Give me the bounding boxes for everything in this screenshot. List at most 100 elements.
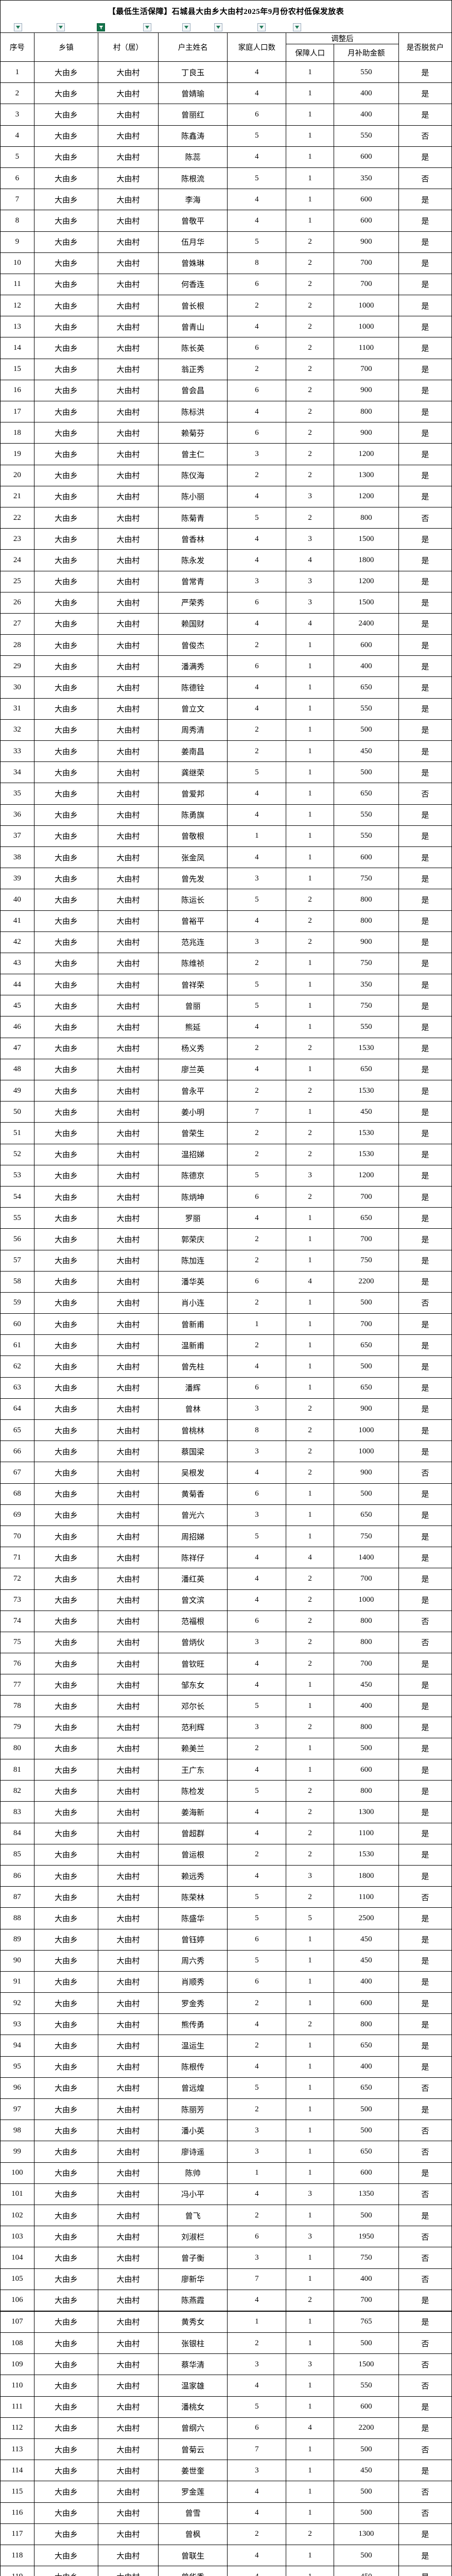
cell-covered-people: 1 [286,189,334,211]
cell-covered-people: 1 [286,2077,334,2099]
cell-poverty-exit: 是 [398,2460,452,2482]
cell-village: 大由村 [98,2438,159,2461]
cell-town: 大由乡 [33,104,99,126]
table-row: 24 大由乡 大由村 陈永发 4 4 1800 是 [0,549,452,571]
cell-poverty-exit: 否 [398,2502,452,2524]
cell-covered-people: 4 [286,549,334,571]
cell-town: 大由乡 [33,2523,99,2545]
cell-householder: 陈燕霞 [158,2289,228,2312]
cell-poverty-exit: 否 [398,2077,452,2099]
cell-town: 大由乡 [33,2375,99,2397]
table-row: 102 大由乡 大由村 曾飞 2 1 500 是 [0,2204,452,2227]
cell-householder: 陈祥仔 [158,1547,228,1569]
cell-family-size: 6 [227,422,287,444]
table-row: 40 大由乡 大由村 陈运长 5 2 800 是 [0,889,452,911]
cell-householder: 姜小明 [158,1101,228,1123]
cell-poverty-exit: 是 [398,2289,452,2312]
table-row: 31 大由乡 大由村 曾立文 4 1 550 是 [0,698,452,720]
cell-poverty-exit: 是 [398,422,452,444]
cell-householder: 姜世奎 [158,2460,228,2482]
cell-covered-people: 1 [286,104,334,126]
cell-monthly-subsidy: 600 [333,189,399,211]
table-row: 26 大由乡 大由村 严荣秀 6 3 1500 是 [0,591,452,614]
filter-dropdown-icon-householder[interactable] [143,23,151,31]
cell-family-size: 4 [227,2183,287,2205]
cell-seq: 7 [0,189,34,211]
filter-active-icon-village[interactable] [97,23,105,31]
cell-town: 大由乡 [33,655,99,677]
table-row: 105 大由乡 大由村 廖新华 7 1 400 否 [0,2268,452,2290]
cell-family-size: 3 [227,443,287,465]
col-header-village: 村（居） [98,32,159,62]
cell-covered-people: 3 [286,591,334,614]
table-row: 68 大由乡 大由村 黄菊香 6 1 500 是 [0,1483,452,1505]
cell-monthly-subsidy: 400 [333,1971,399,1993]
cell-householder: 陈荣林 [158,1886,228,1908]
cell-family-size: 4 [227,189,287,211]
cell-seq: 85 [0,1843,34,1866]
cell-poverty-exit: 是 [398,2035,452,2057]
cell-town: 大由乡 [33,1886,99,1908]
cell-seq: 15 [0,358,34,380]
cell-householder: 杨义秀 [158,1037,228,1059]
cell-family-size: 8 [227,1419,287,1442]
cell-seq: 106 [0,2289,34,2312]
cell-town: 大由乡 [33,1101,99,1123]
cell-poverty-exit: 否 [398,2226,452,2248]
cell-family-size: 4 [227,2013,287,2036]
cell-poverty-exit: 否 [398,1462,452,1484]
cell-householder: 曾钰婷 [158,1928,228,1951]
cell-seq: 62 [0,1355,34,1378]
table-row: 95 大由乡 大由村 陈根传 4 1 400 是 [0,2056,452,2078]
cell-town: 大由乡 [33,1822,99,1844]
cell-householder: 黄菊香 [158,1483,228,1505]
cell-poverty-exit: 是 [398,1928,452,1951]
filter-dropdown-icon-family-size[interactable] [182,23,190,31]
cell-poverty-exit: 否 [398,2141,452,2163]
table-row: 30 大由乡 大由村 陈德铨 4 1 650 是 [0,676,452,699]
cell-seq: 21 [0,485,34,507]
filter-cell-poverty-exit [267,22,302,32]
cell-family-size: 6 [227,104,287,126]
filter-dropdown-icon-monthly-subsidy[interactable] [257,23,266,31]
cell-family-size: 1 [227,1313,287,1335]
cell-monthly-subsidy: 765 [333,2310,399,2333]
cell-village: 大由村 [98,2566,159,2576]
cell-village: 大由村 [98,1164,159,1187]
cell-family-size: 2 [227,719,287,741]
cell-householder: 张银柱 [158,2332,228,2354]
cell-householder: 陈维祯 [158,952,228,975]
filter-dropdown-icon-seq[interactable] [14,23,22,31]
cell-town: 大由乡 [33,570,99,592]
cell-town: 大由乡 [33,125,99,147]
cell-covered-people: 1 [286,2310,334,2333]
cell-householder: 陈根传 [158,2056,228,2078]
cell-village: 大由村 [98,2247,159,2269]
cell-householder: 曾桃林 [158,1419,228,1442]
filter-dropdown-icon-town[interactable] [57,23,65,31]
cell-poverty-exit: 是 [398,1822,452,1844]
cell-poverty-exit: 是 [398,1228,452,1250]
cell-village: 大由村 [98,1504,159,1526]
cell-poverty-exit: 否 [398,2481,452,2503]
cell-village: 大由村 [98,1398,159,1420]
cell-family-size: 2 [227,2098,287,2121]
cell-family-size: 4 [227,549,287,571]
cell-family-size: 2 [227,740,287,762]
cell-village: 大由村 [98,1568,159,1590]
filter-dropdown-icon-covered-people[interactable] [214,23,222,31]
cell-family-size: 2 [227,1122,287,1144]
cell-seq: 20 [0,464,34,486]
filter-dropdown-icon-poverty-exit[interactable] [293,23,301,31]
cell-family-size: 5 [227,125,287,147]
cell-town: 大由乡 [33,719,99,741]
cell-poverty-exit: 是 [398,634,452,656]
cell-seq: 6 [0,167,34,190]
cell-covered-people: 2 [286,1653,334,1675]
cell-family-size: 4 [227,485,287,507]
cell-poverty-exit: 是 [398,2417,452,2439]
cell-town: 大由乡 [33,2013,99,2036]
cell-seq: 27 [0,613,34,635]
cell-family-size: 4 [227,528,287,550]
cell-town: 大由乡 [33,1737,99,1760]
